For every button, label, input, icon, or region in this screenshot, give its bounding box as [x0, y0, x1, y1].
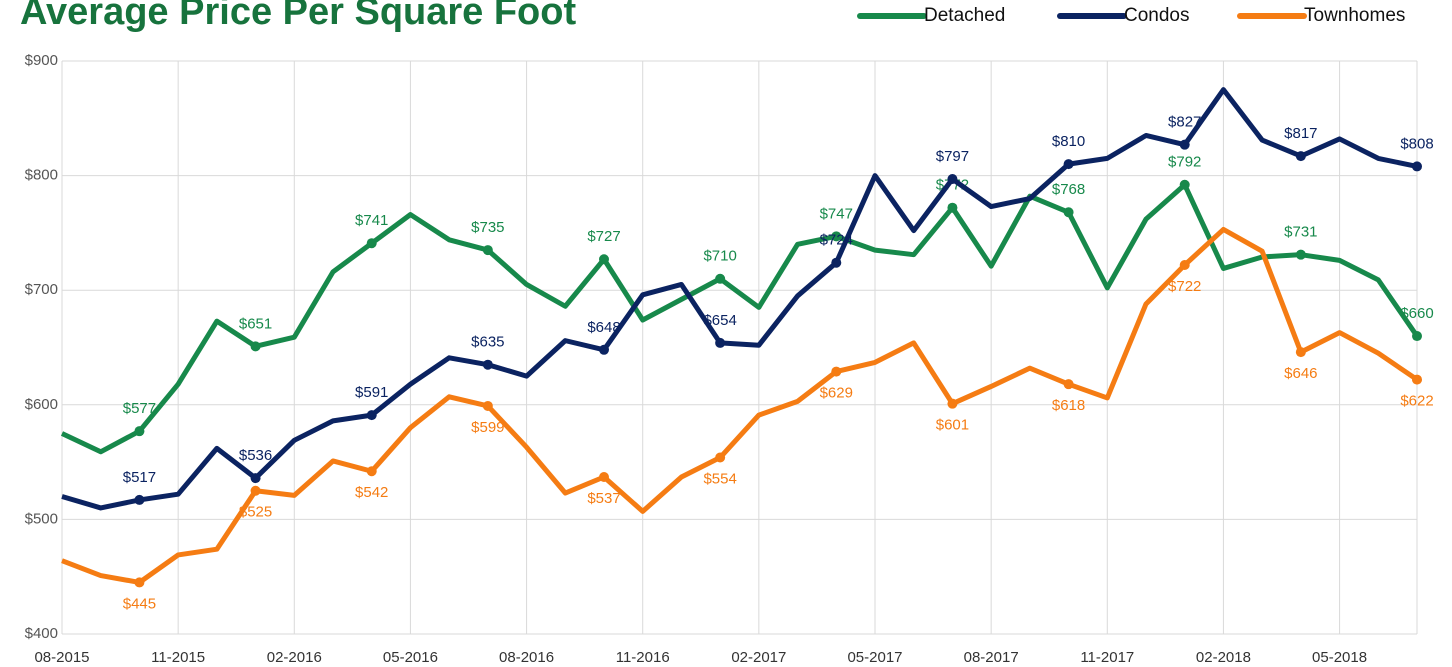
data-label: $536 — [239, 447, 272, 464]
x-tick-label: 11-2016 — [616, 649, 670, 666]
data-label: $735 — [471, 219, 504, 236]
x-tick-label: 11-2017 — [1080, 649, 1134, 666]
chart-title: Average Price Per Square Foot — [20, 0, 576, 33]
x-tick-label: 05-2018 — [1312, 649, 1367, 666]
data-point — [947, 202, 958, 213]
data-point — [134, 577, 145, 588]
data-point — [1412, 331, 1422, 342]
data-point — [1063, 379, 1074, 390]
data-label: $591 — [355, 384, 388, 401]
data-point — [250, 341, 261, 352]
data-label: $542 — [355, 484, 388, 501]
data-label: $747 — [820, 205, 853, 222]
data-label: $722 — [1168, 278, 1201, 295]
data-point — [482, 245, 493, 256]
series-line — [61, 87, 1418, 511]
data-point — [1295, 347, 1306, 358]
data-point — [482, 359, 493, 370]
data-point — [1063, 207, 1074, 218]
data-label: $517 — [123, 469, 156, 486]
data-label: $654 — [703, 312, 736, 329]
data-point — [250, 485, 261, 496]
series-line — [61, 226, 1419, 585]
data-point — [1179, 259, 1190, 270]
data-label: $537 — [587, 490, 620, 507]
data-point — [831, 231, 842, 242]
data-label: $445 — [123, 595, 156, 612]
data-point — [831, 366, 842, 377]
data-point — [599, 254, 609, 265]
data-label: $554 — [703, 470, 736, 487]
data-label: $727 — [587, 228, 620, 245]
data-label: $651 — [239, 315, 272, 332]
data-label: $525 — [239, 504, 272, 521]
series-line — [60, 182, 1420, 455]
y-tick-label: $900 — [25, 52, 58, 69]
data-label: $827 — [1168, 114, 1201, 131]
data-label: $741 — [355, 212, 388, 229]
data-point — [366, 466, 377, 477]
data-point — [715, 337, 726, 348]
x-tick-label: 08-2017 — [964, 649, 1019, 666]
data-point — [1179, 139, 1190, 150]
data-label: $622 — [1400, 393, 1433, 410]
data-label: $648 — [587, 319, 620, 336]
data-label: $646 — [1284, 365, 1317, 382]
data-point — [715, 273, 726, 284]
x-tick-label: 02-2018 — [1196, 649, 1251, 666]
data-point — [1412, 374, 1422, 385]
y-tick-label: $400 — [25, 625, 58, 642]
data-point — [134, 494, 145, 505]
data-label: $731 — [1284, 224, 1317, 241]
y-tick-label: $700 — [25, 281, 58, 298]
x-tick-label: 05-2016 — [383, 649, 438, 666]
data-label: $599 — [471, 419, 504, 436]
data-point — [715, 452, 726, 463]
legend-label: Condos — [1124, 5, 1190, 26]
x-tick-label: 05-2017 — [847, 649, 902, 666]
y-tick-label: $800 — [25, 167, 58, 184]
data-point — [482, 400, 493, 411]
data-label: $817 — [1284, 125, 1317, 142]
legend-label: Detached — [924, 5, 1005, 26]
y-tick-label: $600 — [25, 396, 58, 413]
data-point — [366, 238, 377, 249]
data-point — [599, 344, 609, 355]
data-label: $635 — [471, 334, 504, 351]
data-point — [1063, 159, 1074, 170]
data-point — [831, 257, 842, 268]
x-tick-label: 11-2015 — [151, 649, 205, 666]
data-label: $601 — [936, 417, 969, 434]
data-point — [1295, 249, 1306, 260]
x-tick-label: 08-2016 — [499, 649, 554, 666]
data-point — [599, 471, 609, 482]
data-point — [134, 426, 145, 437]
x-tick-label: 08-2015 — [34, 649, 89, 666]
data-label: $710 — [703, 248, 736, 265]
data-point — [947, 398, 958, 409]
data-point — [250, 473, 261, 484]
data-point — [1295, 151, 1306, 162]
legend-label: Townhomes — [1304, 5, 1405, 26]
data-label: $629 — [820, 385, 853, 402]
data-point — [947, 174, 958, 185]
data-label: $792 — [1168, 154, 1201, 171]
y-tick-label: $500 — [25, 510, 58, 527]
data-label: $808 — [1400, 135, 1433, 152]
data-point — [1412, 161, 1422, 172]
data-label: $768 — [1052, 181, 1085, 198]
data-label: $577 — [123, 400, 156, 417]
data-point — [366, 410, 377, 421]
x-tick-label: 02-2016 — [267, 649, 322, 666]
data-label: $618 — [1052, 397, 1085, 414]
x-tick-label: 02-2017 — [731, 649, 786, 666]
data-label: $660 — [1400, 305, 1433, 322]
data-point — [1179, 179, 1190, 190]
data-label: $724 — [820, 232, 853, 249]
data-label: $810 — [1052, 133, 1085, 150]
data-label: $797 — [936, 148, 969, 165]
